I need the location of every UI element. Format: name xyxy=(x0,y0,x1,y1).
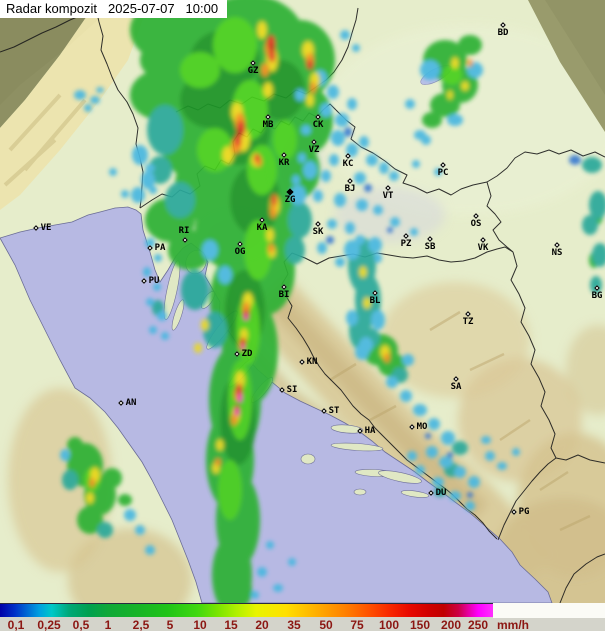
legend-tick-0_25: 0,25 xyxy=(37,618,61,631)
legend-tick-5: 5 xyxy=(166,618,174,631)
legend-colorbar xyxy=(0,603,493,617)
legend-tick-200: 200 xyxy=(440,618,462,631)
legend-tick-250: 250 xyxy=(467,618,489,631)
legend-tick-0_1: 0,1 xyxy=(7,618,25,631)
title-time: 10:00 xyxy=(185,1,219,16)
legend-tick-35: 35 xyxy=(287,618,301,631)
legend-tick-2_5: 2,5 xyxy=(132,618,150,631)
legend-tick-1: 1 xyxy=(104,618,112,631)
legend-tick-15: 15 xyxy=(224,618,238,631)
legend-tick-50: 50 xyxy=(319,618,333,631)
legend-tick-75: 75 xyxy=(350,618,364,631)
radar-map: VE AN PA PU RI OG KA ZG SK KR MB CK VZ KC GZ BJ VT PC OS VK… xyxy=(0,0,605,603)
legend-tick-100: 100 xyxy=(378,618,400,631)
legend-tick-150: 150 xyxy=(409,618,431,631)
title-date: 2025-07-07 xyxy=(108,1,175,16)
legend-tick-0_5: 0,5 xyxy=(72,618,90,631)
precipitation-legend: 0,1 0,25 0,5 1 2,5 5 10 15 20 35 50 75 100 150 200 250 … xyxy=(0,603,605,631)
radar-map-svg xyxy=(0,0,605,603)
app-title: Radar kompozit xyxy=(6,1,98,16)
legend-tick-10: 10 xyxy=(193,618,207,631)
legend-unit: mm/h xyxy=(496,618,530,631)
title-bar: Radar kompozit 2025-07-07 10:00 xyxy=(0,0,228,18)
legend-colorbar-end xyxy=(493,603,605,618)
legend-tick-20: 20 xyxy=(255,618,269,631)
